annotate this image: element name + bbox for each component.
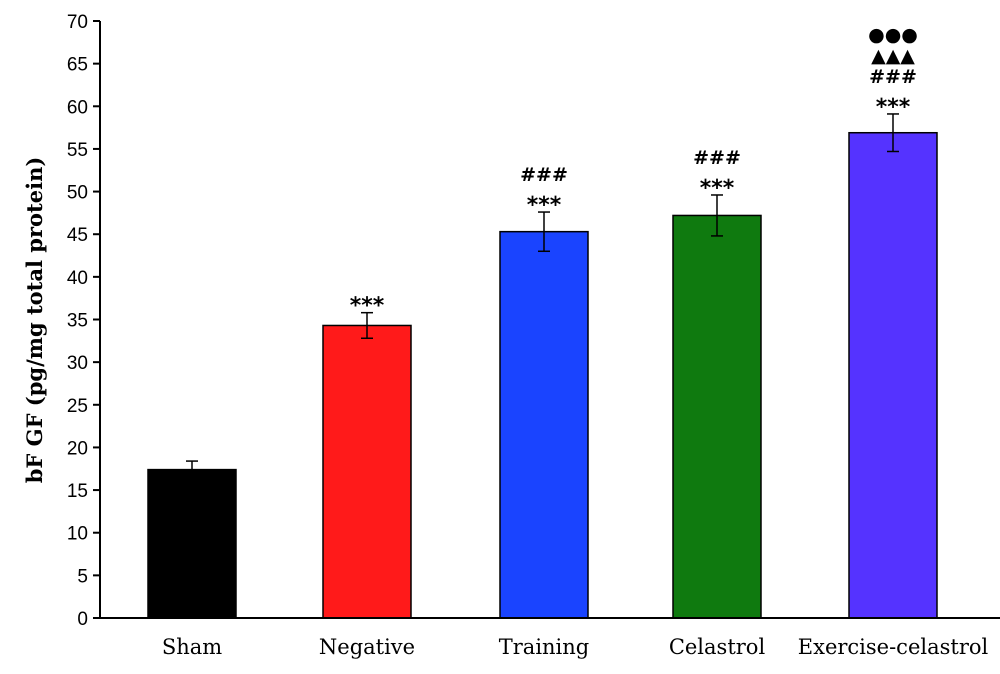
x-tick-label: Exercise-celastrol bbox=[798, 635, 989, 659]
y-tick-label: 55 bbox=[67, 140, 88, 161]
y-tick-label: 50 bbox=[67, 183, 88, 204]
y-tick-label: 65 bbox=[67, 55, 88, 76]
significance-label: *** bbox=[350, 294, 385, 319]
significance-label: *** bbox=[527, 193, 562, 218]
y-axis-title: bF GF (pg/mg total protein) bbox=[22, 157, 47, 484]
y-tick-label: 5 bbox=[77, 566, 88, 587]
x-tick-label: Sham bbox=[162, 635, 222, 659]
bar-exercise-celastrol bbox=[848, 131, 938, 619]
bar-training bbox=[499, 230, 589, 619]
error-bars-layer bbox=[186, 113, 899, 479]
significance-label: ### bbox=[869, 66, 917, 88]
y-tick-label: 15 bbox=[67, 481, 88, 502]
bar-sham bbox=[147, 468, 237, 619]
y-tick-label: 0 bbox=[77, 609, 88, 630]
x-tick-label: Negative bbox=[319, 635, 415, 659]
significance-label: ▲▲▲ bbox=[871, 45, 915, 67]
significance-label: ### bbox=[520, 164, 568, 186]
y-ticks-layer: 0 5 10 15 20 25 30 35 40 45 50 55 60 65 70 bbox=[67, 12, 100, 630]
y-tick-label: 25 bbox=[67, 396, 88, 417]
bar-negative bbox=[322, 324, 412, 619]
bar-celastrol bbox=[672, 214, 762, 619]
x-tick-label: Celastrol bbox=[669, 635, 766, 659]
significance-label: *** bbox=[876, 95, 911, 120]
y-tick-label: 40 bbox=[67, 268, 88, 289]
significance-label: ●●● bbox=[868, 24, 918, 46]
y-tick-label: 10 bbox=[67, 524, 88, 545]
y-tick-label: 35 bbox=[67, 311, 88, 332]
y-tick-label: 60 bbox=[67, 97, 88, 118]
y-tick-label: 45 bbox=[67, 225, 88, 246]
significance-label: ### bbox=[693, 147, 741, 169]
significance-label: *** bbox=[700, 176, 735, 201]
x-tick-label: Training bbox=[499, 635, 590, 659]
annotations-layer: ******###***###***###▲▲▲●●● bbox=[350, 24, 918, 319]
x-labels-layer: Sham Negative Training Celastrol Exercise-ce… bbox=[162, 635, 989, 659]
y-tick-label: 20 bbox=[67, 438, 88, 459]
y-tick-label: 70 bbox=[67, 12, 88, 33]
y-tick-label: 30 bbox=[67, 353, 88, 374]
